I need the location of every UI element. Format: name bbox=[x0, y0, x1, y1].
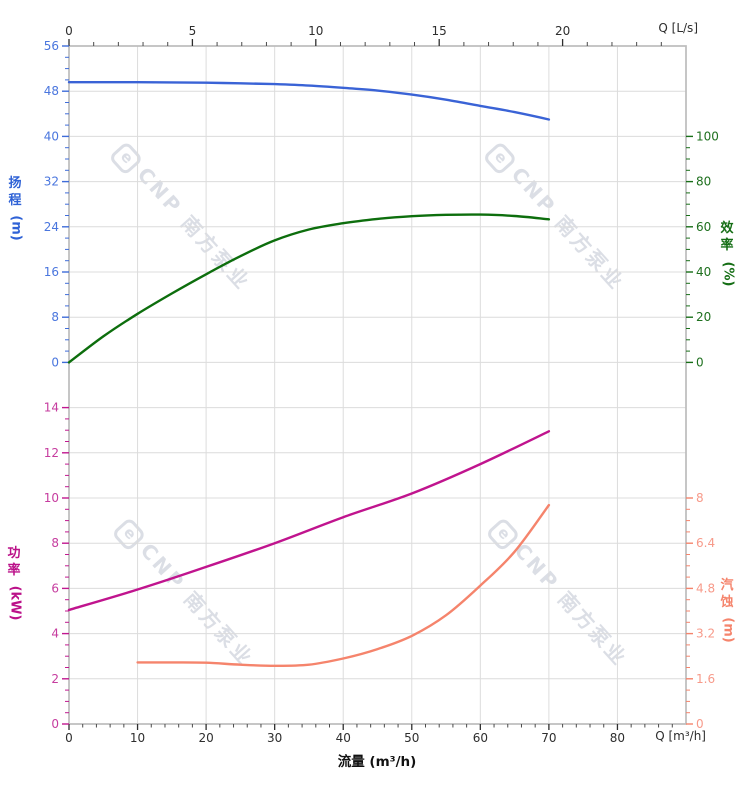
npsh-axis-title-text: 汽蚀 bbox=[720, 578, 734, 610]
svg-text:20: 20 bbox=[555, 24, 570, 38]
svg-text:1.6: 1.6 bbox=[696, 672, 715, 686]
svg-text:10: 10 bbox=[308, 24, 323, 38]
efficiency-axis-title-text: 效率 bbox=[720, 221, 734, 253]
plot-border bbox=[68, 45, 687, 725]
svg-text:2: 2 bbox=[51, 672, 59, 686]
bottom-axis-unit-label: Q [m³/h] bbox=[655, 729, 706, 743]
svg-text:8: 8 bbox=[51, 536, 59, 550]
svg-text:56: 56 bbox=[44, 39, 59, 53]
svg-text:60: 60 bbox=[696, 220, 711, 234]
head-axis-title-text: 扬程 bbox=[8, 176, 22, 208]
svg-text:10: 10 bbox=[44, 491, 59, 505]
svg-text:32: 32 bbox=[44, 175, 59, 189]
svg-text:6: 6 bbox=[51, 581, 59, 595]
grid-layer bbox=[69, 46, 686, 724]
svg-text:60: 60 bbox=[473, 731, 488, 745]
svg-text:50: 50 bbox=[404, 731, 419, 745]
power-axis-title: 功率 (kW) bbox=[6, 546, 22, 622]
efficiency-curve bbox=[67, 213, 551, 364]
svg-text:6.4: 6.4 bbox=[696, 536, 715, 550]
head-axis-title: 扬程 (m) bbox=[7, 176, 23, 242]
svg-text:0: 0 bbox=[65, 731, 73, 745]
svg-text:24: 24 bbox=[44, 220, 59, 234]
power-axis-unit: (kW) bbox=[7, 585, 23, 621]
efficiency-axis-unit: (%) bbox=[720, 261, 736, 287]
svg-text:3.2: 3.2 bbox=[696, 627, 715, 641]
svg-text:8: 8 bbox=[51, 310, 59, 324]
svg-text:15: 15 bbox=[432, 24, 447, 38]
top-axis: 0 5 10 15 20 bbox=[65, 24, 662, 46]
svg-text:48: 48 bbox=[44, 84, 59, 98]
flow-axis-title: 流量 (m³/h) bbox=[337, 754, 417, 770]
bottom-axis: 0 10 20 30 40 50 60 70 80 bbox=[65, 724, 673, 745]
efficiency-axis: 100 80 60 40 20 0 bbox=[686, 129, 719, 369]
svg-text:5: 5 bbox=[189, 24, 197, 38]
svg-text:70: 70 bbox=[541, 731, 556, 745]
svg-text:0: 0 bbox=[51, 717, 59, 731]
power-curve bbox=[67, 430, 551, 612]
svg-text:40: 40 bbox=[696, 265, 711, 279]
head-curve bbox=[67, 80, 551, 121]
svg-text:4: 4 bbox=[51, 627, 59, 641]
svg-text:20: 20 bbox=[198, 731, 213, 745]
head-axis: 56 48 40 32 24 16 8 0 bbox=[44, 39, 69, 369]
svg-text:12: 12 bbox=[44, 446, 59, 460]
svg-text:40: 40 bbox=[336, 731, 351, 745]
svg-text:8: 8 bbox=[696, 491, 704, 505]
top-axis-unit-label: Q [L/s] bbox=[658, 21, 698, 35]
efficiency-axis-title: 效率 (%) bbox=[719, 221, 735, 289]
svg-text:100: 100 bbox=[696, 129, 719, 143]
npsh-axis-title: 汽蚀 (m) bbox=[719, 578, 735, 644]
svg-text:40: 40 bbox=[44, 129, 59, 143]
power-axis-title-text: 功率 bbox=[7, 546, 21, 578]
npsh-curve bbox=[136, 503, 551, 668]
svg-text:14: 14 bbox=[44, 401, 59, 415]
svg-text:20: 20 bbox=[696, 310, 711, 324]
svg-text:0: 0 bbox=[696, 355, 704, 369]
head-axis-unit: (m) bbox=[8, 215, 24, 241]
svg-text:30: 30 bbox=[267, 731, 282, 745]
svg-text:0: 0 bbox=[696, 717, 704, 731]
svg-text:80: 80 bbox=[696, 175, 711, 189]
svg-text:4.8: 4.8 bbox=[696, 581, 715, 595]
svg-text:0: 0 bbox=[65, 24, 73, 38]
svg-text:0: 0 bbox=[51, 355, 59, 369]
npsh-axis: 8 6.4 4.8 3.2 1.6 0 bbox=[686, 491, 715, 731]
power-axis: 14 12 10 8 6 4 2 0 bbox=[44, 401, 69, 731]
npsh-axis-unit: (m) bbox=[720, 617, 736, 643]
svg-text:16: 16 bbox=[44, 265, 59, 279]
svg-text:10: 10 bbox=[130, 731, 145, 745]
svg-text:80: 80 bbox=[610, 731, 625, 745]
